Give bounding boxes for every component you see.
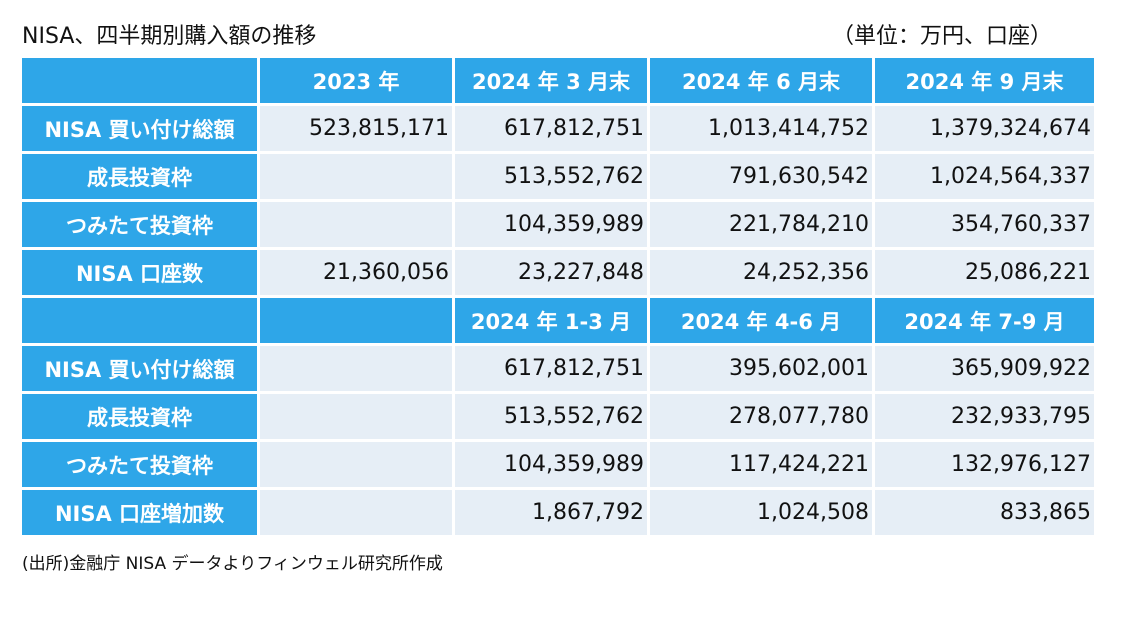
column-header: 2024 年 1-3 月: [455, 298, 647, 343]
row-header: NISA 買い付け総額: [22, 106, 257, 151]
row-header: NISA 口座増加数: [22, 490, 257, 535]
value-cell: 21,360,056: [260, 250, 452, 295]
value-cell: 617,812,751: [455, 106, 647, 151]
column-header: 2024 年 9 月末: [875, 58, 1094, 103]
row-header: 成長投資枠: [22, 394, 257, 439]
value-cell: [260, 442, 452, 487]
table-row: NISA 買い付け総額 617,812,751 395,602,001 365,909…: [22, 346, 1094, 391]
value-cell: 365,909,922: [875, 346, 1094, 391]
row-header: NISA 買い付け総額: [22, 346, 257, 391]
page-title: NISA、四半期別購入額の推移: [22, 24, 317, 49]
value-cell: [260, 394, 452, 439]
value-cell: 513,552,762: [455, 394, 647, 439]
column-header: 2023 年: [260, 58, 452, 103]
value-cell: [260, 490, 452, 535]
header-row: 2024 年 1-3 月 2024 年 4-6 月 2024 年 7-9 月: [22, 298, 1094, 343]
value-cell: [260, 346, 452, 391]
column-header: 2024 年 6 月末: [650, 58, 872, 103]
column-header: 2024 年 4-6 月: [650, 298, 872, 343]
value-cell: 117,424,221: [650, 442, 872, 487]
value-cell: 24,252,356: [650, 250, 872, 295]
value-cell: 791,630,542: [650, 154, 872, 199]
row-header: つみたて投資枠: [22, 202, 257, 247]
value-cell: 25,086,221: [875, 250, 1094, 295]
value-cell: 221,784,210: [650, 202, 872, 247]
value-cell: 523,815,171: [260, 106, 452, 151]
table-row: NISA 口座数 21,360,056 23,227,848 24,252,356 25…: [22, 250, 1094, 295]
value-cell: 104,359,989: [455, 202, 647, 247]
corner-cell: [22, 58, 257, 103]
column-header: [260, 298, 452, 343]
value-cell: 354,760,337: [875, 202, 1094, 247]
table-row: 成長投資枠 513,552,762 278,077,780 232,933,795: [22, 394, 1094, 439]
value-cell: 104,359,989: [455, 442, 647, 487]
table-row: つみたて投資枠 104,359,989 221,784,210 354,760,337: [22, 202, 1094, 247]
row-header: NISA 口座数: [22, 250, 257, 295]
table-body: 2023 年 2024 年 3 月末 2024 年 6 月末 2024 年 9 月末 N…: [22, 58, 1094, 535]
value-cell: 833,865: [875, 490, 1094, 535]
header-row: 2023 年 2024 年 3 月末 2024 年 6 月末 2024 年 9 月末: [22, 58, 1094, 103]
value-cell: [260, 202, 452, 247]
column-header: 2024 年 7-9 月: [875, 298, 1094, 343]
value-cell: 232,933,795: [875, 394, 1094, 439]
source-note: (出所)金融庁 NISA データよりフィンウェル研究所作成: [22, 554, 443, 574]
value-cell: 395,602,001: [650, 346, 872, 391]
row-header: つみたて投資枠: [22, 442, 257, 487]
table-row: NISA 買い付け総額 523,815,171 617,812,751 1,013,4…: [22, 106, 1094, 151]
nisa-table: 2023 年 2024 年 3 月末 2024 年 6 月末 2024 年 9 月末 N…: [19, 55, 1097, 538]
value-cell: 513,552,762: [455, 154, 647, 199]
corner-cell: [22, 298, 257, 343]
value-cell: [260, 154, 452, 199]
table-row: つみたて投資枠 104,359,989 117,424,221 132,976,127: [22, 442, 1094, 487]
value-cell: 1,013,414,752: [650, 106, 872, 151]
table-row: 成長投資枠 513,552,762 791,630,542 1,024,564,337: [22, 154, 1094, 199]
value-cell: 617,812,751: [455, 346, 647, 391]
value-cell: 23,227,848: [455, 250, 647, 295]
value-cell: 278,077,780: [650, 394, 872, 439]
value-cell: 132,976,127: [875, 442, 1094, 487]
table-row: NISA 口座増加数 1,867,792 1,024,508 833,865: [22, 490, 1094, 535]
row-header: 成長投資枠: [22, 154, 257, 199]
value-cell: 1,379,324,674: [875, 106, 1094, 151]
value-cell: 1,024,508: [650, 490, 872, 535]
column-header: 2024 年 3 月末: [455, 58, 647, 103]
value-cell: 1,867,792: [455, 490, 647, 535]
value-cell: 1,024,564,337: [875, 154, 1094, 199]
unit-label: （単位：万円、口座）: [832, 24, 1053, 49]
